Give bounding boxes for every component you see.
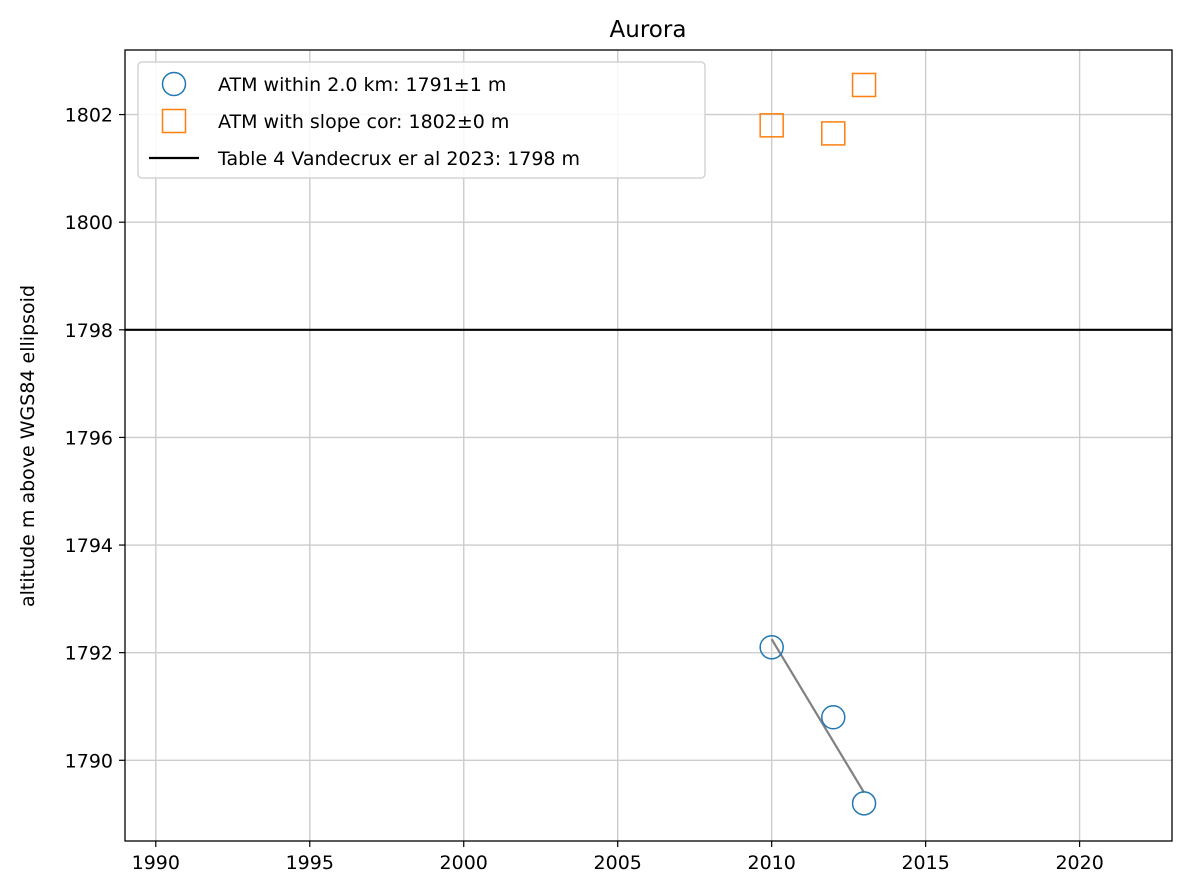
trend-line [770,638,866,794]
x-tick-label: 2005 [594,852,642,874]
legend-box [137,61,706,179]
circle-point [821,704,846,730]
legend-entry-label: ATM within 2.0 km: 1791±1 m [218,74,506,96]
y-tick-label: 1796 [65,427,113,449]
legend-square-marker [161,108,187,134]
x-tick-label: 1995 [286,852,334,874]
x-tick-label: 2020 [1055,852,1103,874]
square-point [759,113,784,138]
y-axis-label: altitude m above WGS84 ellipsoid [17,285,39,607]
axes-frame [124,49,1173,842]
y-tick-label: 1794 [65,535,113,557]
legend: ATM within 2.0 km: 1791±1 m ATM with slop… [137,61,706,179]
legend-circle-marker [161,71,187,97]
x-tick-label: 2010 [747,852,795,874]
circle-point [851,791,877,816]
chart-title: Aurora [610,17,687,43]
y-tick-label: 1802 [65,105,113,127]
axis-ticks: 1990 1995 2000 2005 2010 2015 2020 1790 1792 1794… [65,105,1104,874]
y-tick-label: 1792 [65,643,113,665]
square-point [851,72,877,98]
y-tick-label: 1800 [65,212,113,234]
plot-area [125,72,1172,816]
circle-point [759,635,784,660]
legend-entry-label: ATM with slope cor: 1802±0 m [218,111,509,133]
x-tick-label: 2015 [901,852,949,874]
y-tick-label: 1798 [65,320,113,342]
x-tick-label: 2000 [440,852,488,874]
legend-entry-label: Table 4 Vandecrux er al 2023: 1798 m [217,148,580,170]
y-tick-label: 1790 [65,750,113,772]
x-tick-label: 1990 [132,852,180,874]
square-point [821,121,846,146]
